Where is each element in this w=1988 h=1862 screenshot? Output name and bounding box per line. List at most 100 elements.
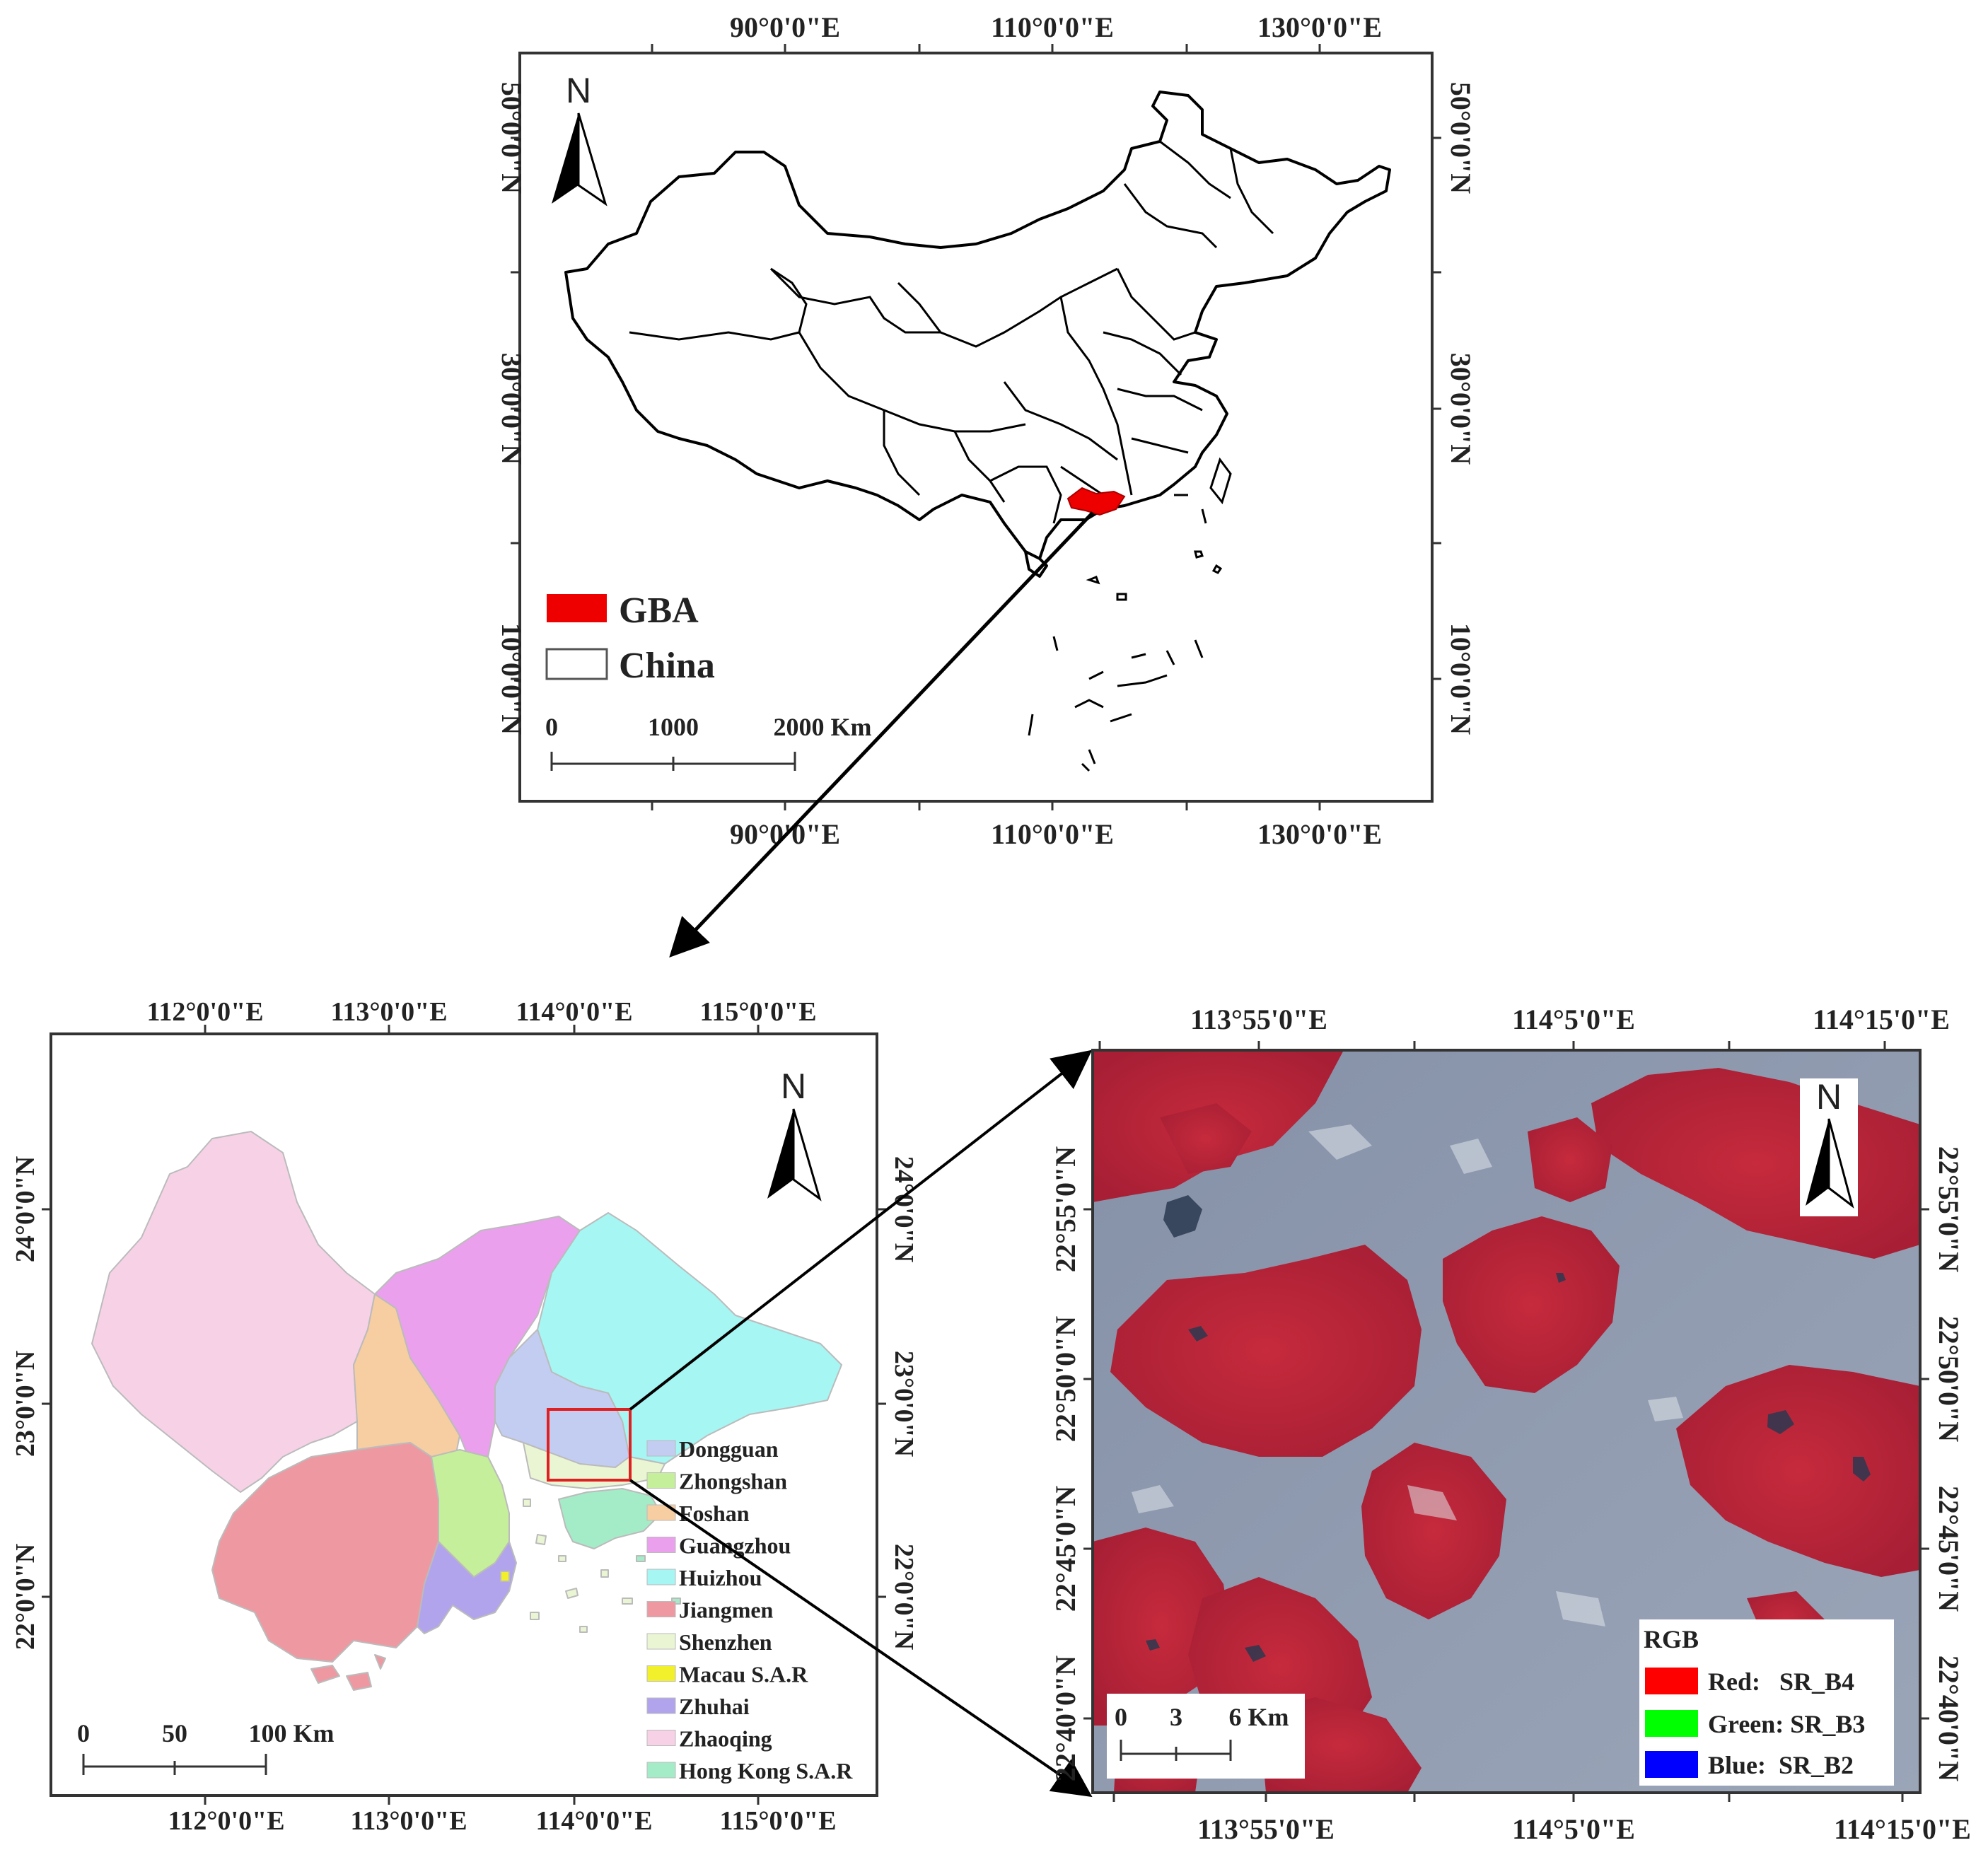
china-province-lines bbox=[629, 140, 1274, 524]
image-lat-label-right: 22°50'0"N bbox=[1933, 1316, 1965, 1442]
north-arrow-icon bbox=[552, 113, 579, 204]
zoom-arrow-image-bottom bbox=[629, 1479, 1093, 1798]
gba-legend-label: Dongguan bbox=[679, 1436, 779, 1462]
gba-highlight bbox=[1066, 487, 1126, 516]
legend-label-china: China bbox=[619, 646, 715, 686]
legend-label-gba: GBA bbox=[619, 590, 699, 631]
china-lat-label-right: 30°0'0"N bbox=[1445, 353, 1477, 465]
china-lon-label-top: 130°0'0"E bbox=[1257, 11, 1382, 43]
gba-lon-label-bottom: 112°0'0"E bbox=[168, 1806, 284, 1836]
gba-legend-swatch bbox=[646, 1601, 676, 1617]
region-zhuhai bbox=[417, 1541, 517, 1634]
gba-lat-label-left: 22°0'0"N bbox=[11, 1544, 40, 1650]
gba-lon-label-top: 115°0'0"E bbox=[699, 997, 816, 1027]
north-label: N bbox=[781, 1066, 806, 1106]
rgb-swatch-green bbox=[1645, 1710, 1698, 1737]
china-map-ticks bbox=[511, 44, 1441, 810]
china-legend: GBA China bbox=[545, 590, 715, 686]
image-lon-label-top: 113°55'0"E bbox=[1190, 1003, 1327, 1035]
china-lat-label-right: 10°0'0"N bbox=[1445, 623, 1477, 735]
rgb-legend: RGB Red: SR_B4 Green: SR_B3 Blue: SR_B2 bbox=[1639, 1619, 1894, 1786]
north-arrow-icon bbox=[1806, 1119, 1829, 1206]
image-lat-label-right: 22°45'0"N bbox=[1933, 1486, 1965, 1612]
image-lon-label-bottom: 114°5'0"E bbox=[1512, 1813, 1635, 1845]
scale-label: 6 Km bbox=[1229, 1703, 1289, 1731]
image-lat-label-left: 22°55'0"N bbox=[1050, 1146, 1081, 1272]
gba-legend-swatch bbox=[646, 1472, 676, 1489]
image-lat-label-right: 22°55'0"N bbox=[1933, 1146, 1965, 1272]
gba-map-ticks bbox=[42, 1025, 886, 1805]
scale-label: 0 bbox=[545, 713, 558, 741]
rgb-swatch-blue bbox=[1645, 1751, 1698, 1778]
gba-legend-label: Shenzhen bbox=[679, 1629, 772, 1655]
scale-label: 50 bbox=[162, 1719, 187, 1747]
image-lon-label-top: 114°5'0"E bbox=[1512, 1003, 1635, 1035]
image-lat-label-right: 22°40'0"N bbox=[1933, 1656, 1965, 1781]
gba-legend-swatch bbox=[646, 1440, 676, 1457]
water-bodies bbox=[1146, 1195, 1871, 1662]
gba-lon-label-top: 112°0'0"E bbox=[146, 997, 263, 1027]
north-label: N bbox=[1816, 1077, 1842, 1117]
gba-legend-label: Huizhou bbox=[679, 1565, 762, 1590]
gba-lon-label-top: 113°0'0"E bbox=[330, 997, 447, 1027]
gba-legend-swatch bbox=[646, 1762, 676, 1779]
scale-label: 3 bbox=[1170, 1703, 1182, 1731]
legend-swatch-china bbox=[545, 648, 608, 680]
china-outline bbox=[564, 91, 1391, 578]
region-hongkong bbox=[558, 1488, 662, 1549]
gba-lat-label-right: 24°0'0"N bbox=[889, 1156, 919, 1262]
scale-label: 0 bbox=[77, 1719, 90, 1747]
scale-label: 1000 bbox=[648, 713, 699, 741]
study-area-box bbox=[547, 1408, 632, 1482]
gba-legend-swatch bbox=[646, 1697, 676, 1714]
gba-north-arrow: N bbox=[767, 1066, 822, 1201]
china-lat-label-right: 50°0'0"N bbox=[1445, 82, 1477, 194]
china-lat-label-left: 10°0'0"N bbox=[496, 623, 528, 735]
gba-legend-label: Guangzhou bbox=[679, 1533, 791, 1559]
image-north-arrow: N bbox=[1800, 1077, 1858, 1216]
legend-swatch-gba bbox=[547, 594, 607, 622]
gba-lat-label-left: 24°0'0"N bbox=[11, 1156, 40, 1262]
china-lat-label-left: 50°0'0"N bbox=[496, 82, 528, 194]
gba-legend-label: Macau S.A.R bbox=[679, 1662, 808, 1687]
gba-legend-swatch bbox=[646, 1633, 676, 1650]
rgb-swatch-red bbox=[1645, 1668, 1698, 1694]
gba-legend-swatch bbox=[646, 1730, 676, 1746]
scale-label: 2000 Km bbox=[774, 713, 872, 741]
region-macau bbox=[500, 1571, 510, 1582]
scale-label: 0 bbox=[1115, 1703, 1127, 1731]
north-arrow-icon bbox=[767, 1109, 794, 1199]
rgb-label-blue: Blue: SR_B2 bbox=[1708, 1751, 1854, 1779]
gba-legend-label: Zhuhai bbox=[679, 1694, 750, 1719]
image-map-frame bbox=[1091, 1049, 1922, 1794]
image-map-ticks bbox=[1083, 1041, 1929, 1802]
image-lat-label-left: 22°45'0"N bbox=[1050, 1486, 1081, 1612]
image-lat-label-left: 22°40'0"N bbox=[1050, 1656, 1081, 1781]
gba-legend-swatch bbox=[646, 1569, 676, 1585]
image-map: 113°55'0"E 114°5'0"E 114°15'0"E 113°55'0… bbox=[1050, 1003, 1971, 1845]
image-scale-bar: 0 3 6 Km bbox=[1107, 1694, 1305, 1779]
rgb-label-red: Red: SR_B4 bbox=[1708, 1668, 1854, 1696]
china-map: 90°0'0"E 110°0'0"E 130°0'0"E 90°0'0"E 11… bbox=[496, 11, 1477, 850]
image-lon-label-top: 114°15'0"E bbox=[1813, 1003, 1950, 1035]
gba-legend-label: Hong Kong S.A.R bbox=[679, 1758, 853, 1784]
china-north-arrow: N bbox=[552, 71, 608, 206]
gba-legend-swatch bbox=[646, 1537, 676, 1553]
gba-lat-label-right: 22°0'0"N bbox=[889, 1544, 919, 1650]
gba-legend-label: Zhaoqing bbox=[679, 1726, 772, 1752]
gba-map: 112°0'0"E 113°0'0"E 114°0'0"E 115°0'0"E … bbox=[11, 997, 919, 1836]
gba-legend-label: Zhongshan bbox=[679, 1469, 787, 1494]
china-scale-bar: 0 1000 2000 Km bbox=[545, 713, 872, 771]
gba-lat-label-left: 23°0'0"N bbox=[11, 1351, 40, 1457]
gba-lat-label-right: 23°0'0"N bbox=[889, 1351, 919, 1457]
gba-lon-label-bottom: 113°0'0"E bbox=[350, 1806, 467, 1836]
china-lon-label-top: 90°0'0"E bbox=[730, 11, 840, 43]
china-islands bbox=[1028, 457, 1232, 772]
zoom-arrow-gba bbox=[669, 511, 1094, 958]
image-lat-label-left: 22°50'0"N bbox=[1050, 1316, 1081, 1442]
zoom-arrow-image-top bbox=[629, 1049, 1093, 1411]
image-lon-label-bottom: 113°55'0"E bbox=[1197, 1813, 1335, 1845]
gba-scale-bar: 0 50 100 Km bbox=[77, 1719, 335, 1775]
scale-label: 100 Km bbox=[249, 1719, 335, 1747]
